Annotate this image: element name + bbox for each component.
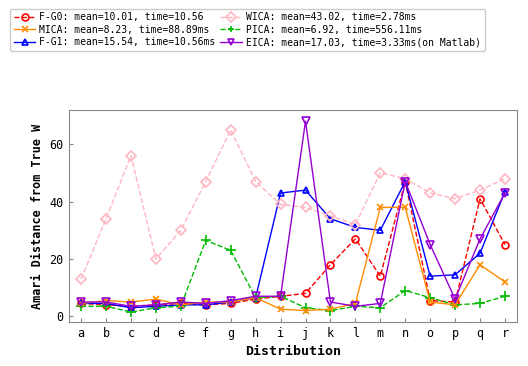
X-axis label: Distribution: Distribution [245,346,341,358]
Legend: F-G0: mean=10.01, time=10.56, MICA: mean=8.23, time=88.89ms, F-G1: mean=15.54, t: F-G0: mean=10.01, time=10.56, MICA: mean… [10,8,485,51]
Y-axis label: Amari Distance from True W: Amari Distance from True W [31,123,44,309]
